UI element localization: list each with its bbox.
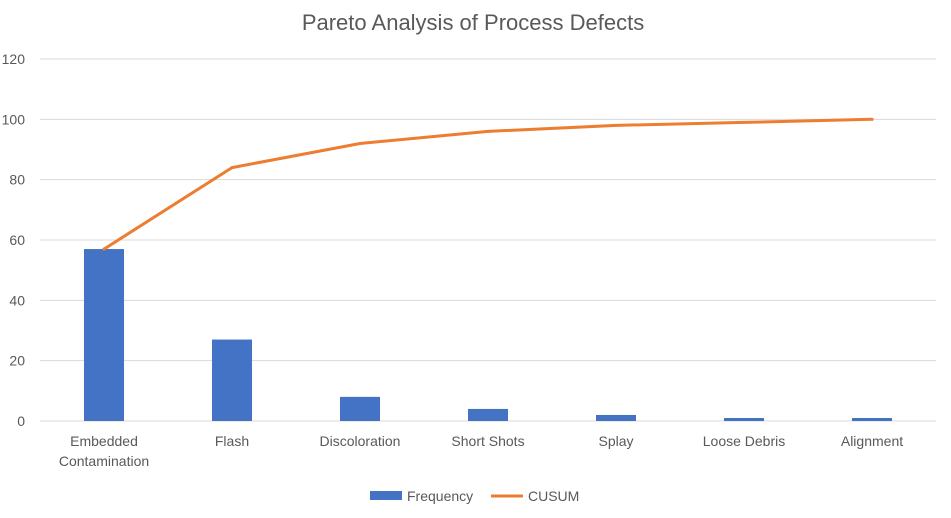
legend-label: Frequency — [407, 488, 473, 504]
x-category-line: Short Shots — [451, 433, 524, 449]
x-category-line: Contamination — [59, 453, 149, 469]
x-category-label: Flash — [215, 433, 249, 449]
x-category-label: Loose Debris — [703, 433, 786, 449]
y-tick-label: 20 — [9, 353, 25, 369]
y-tick-label: 120 — [2, 51, 26, 67]
y-axis: 0 20 40 60 80 100 120 — [2, 51, 26, 429]
bar — [340, 396, 380, 421]
y-tick-label: 40 — [9, 292, 25, 308]
y-tick-label: 100 — [2, 111, 26, 127]
x-category-line: Alignment — [841, 433, 903, 449]
y-tick-label: 80 — [9, 172, 25, 188]
x-category-line: Loose Debris — [703, 433, 786, 449]
cusum-point — [486, 129, 490, 133]
x-category-label: Alignment — [841, 433, 903, 449]
line-series — [102, 117, 874, 251]
x-category-line: Embedded — [70, 433, 138, 449]
bar-series — [84, 249, 892, 421]
cusum-point — [742, 120, 746, 124]
x-category-line: Flash — [215, 433, 249, 449]
bar — [84, 249, 124, 421]
bar — [596, 414, 636, 421]
cusum-point — [358, 141, 362, 145]
cusum-point — [614, 123, 618, 127]
x-category-label: Short Shots — [451, 433, 524, 449]
chart-title: Pareto Analysis of Process Defects — [302, 10, 644, 35]
cusum-point — [102, 247, 106, 251]
cusum-point — [230, 166, 234, 170]
x-category-label: Splay — [598, 433, 633, 449]
x-category-line: Discoloration — [320, 433, 401, 449]
bar — [212, 339, 252, 421]
cusum-point — [870, 117, 874, 121]
y-tick-label: 60 — [9, 232, 25, 248]
x-category-line: Splay — [598, 433, 633, 449]
grid-layer — [40, 58, 936, 422]
y-tick-label: 0 — [17, 413, 25, 429]
legend-label: CUSUM — [528, 488, 579, 504]
x-category-label: Embedded Contamination — [59, 433, 149, 469]
bar — [724, 417, 764, 421]
bar — [468, 408, 508, 421]
bar — [852, 417, 892, 421]
x-axis: Embedded Contamination Flash Discoloration S… — [59, 433, 903, 469]
legend-swatch-frequency — [370, 491, 402, 500]
x-category-label: Discoloration — [320, 433, 401, 449]
legend: Frequency CUSUM — [370, 488, 579, 504]
cusum-line — [102, 117, 874, 251]
